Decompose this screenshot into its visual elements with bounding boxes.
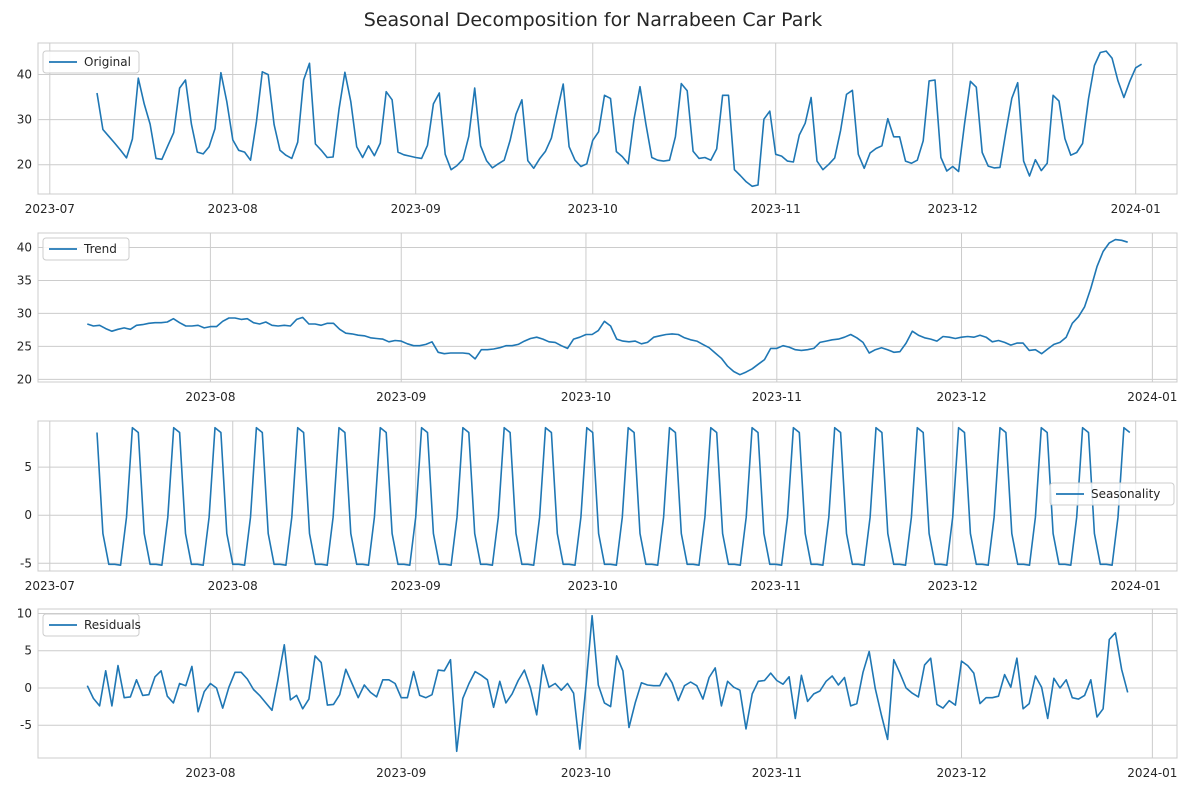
x-tick-label: 2023-09: [376, 766, 426, 780]
x-tick-label: 2023-09: [376, 390, 426, 404]
y-tick-label: 30: [17, 306, 32, 320]
y-tick-label: -5: [20, 718, 32, 732]
plot-area: [37, 232, 1178, 383]
x-tick-label: 2023-12: [928, 202, 978, 216]
plot-area: [37, 42, 1178, 195]
plot-area: [37, 608, 1178, 759]
residuals-series-line: [86, 614, 1129, 753]
x-tick-label: 2024-01: [1127, 390, 1177, 404]
y-tick-label: 40: [17, 68, 32, 82]
seasonality-panel: 2023-07 2023-08 2023-09 2023-10 2023-11 2023-…: [20, 420, 1178, 593]
x-tick-label: 2023-12: [936, 766, 986, 780]
y-tick-label: 0: [24, 508, 32, 522]
y-tick-label: -5: [20, 556, 32, 570]
y-tick-label: 20: [17, 158, 32, 172]
x-tick-label: 2023-07: [25, 579, 75, 593]
legend-label: Seasonality: [1091, 487, 1160, 501]
y-tick-label: 35: [17, 273, 32, 287]
x-tick-label: 2023-11: [751, 579, 801, 593]
x-tick-label: 2023-08: [185, 766, 235, 780]
plot-area: [37, 420, 1178, 572]
x-tick-label: 2023-09: [391, 202, 441, 216]
x-tick-label: 2023-08: [185, 390, 235, 404]
residuals-legend: Residuals: [42, 613, 141, 637]
x-tick-label: 2023-10: [568, 202, 618, 216]
legend-box: [42, 50, 140, 74]
y-tick-label: 40: [17, 241, 32, 255]
original-panel: 2023-07 2023-08 2023-09 2023-10 2023-11 2023-…: [17, 42, 1178, 216]
x-tick-label: 2023-08: [208, 579, 258, 593]
x-tick-label: 2023-10: [568, 579, 618, 593]
residuals-panel: 2023-08 2023-09 2023-10 2023-11 2023-12 2024-…: [17, 606, 1178, 780]
x-tick-label: 2023-09: [391, 579, 441, 593]
y-tick-label: 5: [24, 460, 32, 474]
seasonality-series-line: [96, 426, 1131, 567]
legend-box: [1049, 482, 1175, 506]
seasonality-legend: Seasonality: [1049, 482, 1175, 506]
x-tick-label: 2024-01: [1111, 579, 1161, 593]
legend-box: [42, 237, 130, 261]
x-tick-label: 2023-11: [752, 766, 802, 780]
y-tick-label: 0: [24, 681, 32, 695]
x-tick-label: 2023-12: [928, 579, 978, 593]
y-tick-label: 10: [17, 606, 32, 620]
trend-panel: 2023-08 2023-09 2023-10 2023-11 2023-12 2024-…: [17, 232, 1178, 404]
trend-legend: Trend: [42, 237, 130, 261]
y-tick-label: 25: [17, 339, 32, 353]
x-tick-label: 2023-11: [752, 390, 802, 404]
x-tick-label: 2023-11: [751, 202, 801, 216]
legend-label: Residuals: [84, 618, 141, 632]
x-tick-label: 2023-08: [208, 202, 258, 216]
y-tick-label: 30: [17, 113, 32, 127]
x-tick-label: 2024-01: [1127, 766, 1177, 780]
x-tick-label: 2023-07: [25, 202, 75, 216]
legend-label: Trend: [83, 242, 117, 256]
y-tick-label: 5: [24, 644, 32, 658]
x-tick-label: 2023-12: [936, 390, 986, 404]
x-tick-label: 2023-10: [561, 766, 611, 780]
y-tick-label: 20: [17, 372, 32, 386]
x-tick-label: 2024-01: [1111, 202, 1161, 216]
x-tick-label: 2023-10: [561, 390, 611, 404]
original-legend: Original: [42, 50, 140, 74]
legend-box: [42, 613, 140, 637]
original-series-line: [96, 50, 1143, 188]
legend-label: Original: [84, 55, 131, 69]
figure-title: Seasonal Decomposition for Narrabeen Car…: [364, 9, 822, 31]
trend-series-line: [87, 238, 1128, 376]
